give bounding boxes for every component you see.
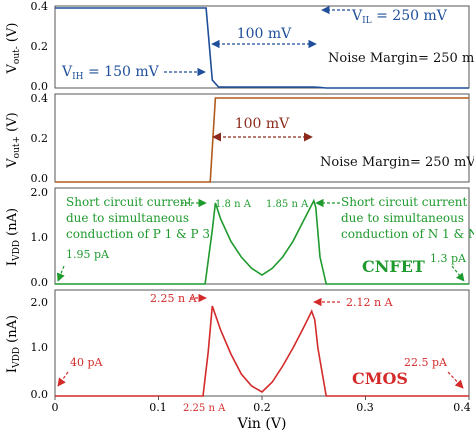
p1-vil-label: VIL = 250 mV xyxy=(351,8,448,26)
p1-100mv-label: 100 mV xyxy=(237,26,292,42)
p4-ylabel: IVDD (nA) xyxy=(5,315,22,373)
panel-cnfet-current: 2.0 1.0 0.0 IVDD (nA) 1.8 n A 1.85 n A S… xyxy=(5,186,474,289)
x-tick-1: 0.1 xyxy=(149,401,167,414)
x-tick-4: 0.4 xyxy=(453,401,471,414)
p4-leak-left-label: 40 pA xyxy=(70,356,104,369)
p3-ytick-mid: 1.0 xyxy=(31,231,49,244)
p2-ytick-mid: 0.2 xyxy=(31,132,49,145)
panel3-frame xyxy=(54,187,470,285)
p1-ytick-mid: 0.2 xyxy=(31,40,49,53)
panel-cmos-current: 2.0 1.0 0.0 IVDD (nA) 2.25 n A 2.12 n A … xyxy=(5,289,470,414)
p3-left-note-line1: Short circuit current xyxy=(66,195,193,209)
p3-right-note-line2: due to simultaneous xyxy=(341,211,464,225)
p4-ytick-mid: 1.0 xyxy=(31,341,49,354)
p3-right-note-line1: Short circuit current xyxy=(341,195,468,209)
p3-ytick-bottom: 0.0 xyxy=(31,276,49,289)
panel-vout-minus: 0.4 0.2 0.0 Vout- (V) 100 mV VIL = 250 m… xyxy=(5,0,474,93)
p3-left-note-line3: conduction of P 1 & P 3 xyxy=(66,227,210,241)
p2-noise-margin: Noise Margin= 250 mV xyxy=(320,155,474,170)
panel1-frame xyxy=(54,5,470,89)
p4-device-label: CMOS xyxy=(352,369,408,388)
p3-series-line xyxy=(55,198,469,285)
x-tick-2: 0.2 xyxy=(253,401,271,414)
p4-peak1-label: 2.25 n A xyxy=(150,292,198,305)
p3-ytick-top: 2.0 xyxy=(31,186,49,199)
p4-leak-left-arrow xyxy=(57,371,69,387)
p4-ytick-bottom: 0.0 xyxy=(31,388,49,401)
p1-ytick-bottom: 0.0 xyxy=(31,80,49,93)
p3-leak-right-arrow xyxy=(451,265,465,282)
p4-leak-right-arrow xyxy=(447,371,464,389)
p3-left-note-line2: due to simultaneous xyxy=(66,211,189,225)
p2-series-line xyxy=(55,97,469,183)
x-axis: 0 0.1 0.2 0.3 0.4 Vin (V) xyxy=(52,396,471,432)
x-tick-0: 0 xyxy=(52,401,59,414)
p3-ylabel: IVDD (nA) xyxy=(5,208,22,266)
p4-series-line xyxy=(55,305,469,397)
p4-ytick-top: 2.0 xyxy=(31,296,49,309)
p3-right-note-line3: conduction of N 1 & N 3 xyxy=(341,227,474,241)
p3-device-label: CNFET xyxy=(362,257,425,276)
p3-peak2-label: 1.85 n A xyxy=(266,199,309,210)
p2-ytick-bottom: 0.0 xyxy=(31,172,49,185)
p3-leak-left-label: 1.95 pA xyxy=(66,248,110,261)
x-tick-3: 0.3 xyxy=(356,401,374,414)
p4-peak2-label: 2.12 n A xyxy=(346,296,394,309)
p1-ylabel: Vout- (V) xyxy=(5,23,22,75)
panel-vout-plus: 0.4 0.2 0.0 Vout+ (V) 100 mV Noise Margi… xyxy=(5,92,474,185)
x-axis-label: Vin (V) xyxy=(237,416,287,432)
p1-noise-margin: Noise Margin= 250 mV xyxy=(328,51,474,66)
p1-vih-label: VIH = 150 mV xyxy=(61,64,160,82)
p2-ytick-top: 0.4 xyxy=(31,92,49,105)
p3-leak-left-arrow xyxy=(56,265,65,282)
p1-series-line xyxy=(55,7,469,89)
p3-peak1-label: 1.8 n A xyxy=(215,199,252,210)
p4-leak-right-label: 22.5 pA xyxy=(404,356,448,369)
p2-100mv-label: 100 mV xyxy=(235,116,290,132)
p1-ytick-top: 0.4 xyxy=(31,0,49,13)
p3-leak-right-label: 1.3 pA xyxy=(430,252,467,265)
p2-ylabel: Vout+ (V) xyxy=(5,112,22,168)
p4-bottom-mark: 2.25 n A xyxy=(183,403,226,414)
panel2-frame xyxy=(54,93,470,183)
